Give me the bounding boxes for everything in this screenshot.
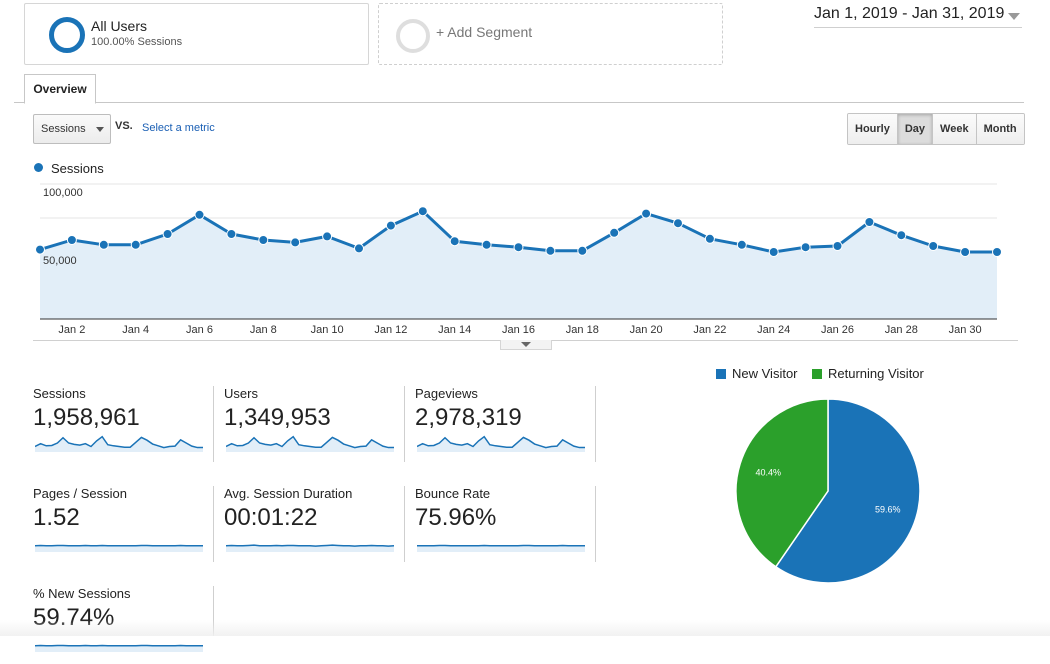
visitor-type-pie: 59.6% 40.4% bbox=[700, 380, 960, 600]
scorecard-label: Avg. Session Duration bbox=[224, 486, 352, 501]
scorecard-label: Pages / Session bbox=[33, 486, 127, 501]
pie-legend-returning-visitor: Returning Visitor bbox=[812, 366, 924, 381]
scorecard[interactable]: Avg. Session Duration 00:01:22 bbox=[224, 486, 404, 564]
data-point[interactable] bbox=[131, 240, 140, 249]
data-point[interactable] bbox=[993, 248, 1002, 257]
sparkline bbox=[35, 532, 203, 552]
data-point[interactable] bbox=[418, 207, 427, 216]
x-tick-label: Jan 8 bbox=[238, 324, 288, 336]
data-point[interactable] bbox=[610, 228, 619, 237]
scorecard-value: 1,349,953 bbox=[224, 404, 331, 432]
data-point[interactable] bbox=[195, 210, 204, 219]
tab-overview[interactable]: Overview bbox=[24, 74, 96, 104]
scorecard[interactable]: Bounce Rate 75.96% bbox=[415, 486, 595, 564]
data-point[interactable] bbox=[737, 240, 746, 249]
scorecard-label: % New Sessions bbox=[33, 586, 131, 601]
data-point[interactable] bbox=[163, 230, 172, 239]
pie-legend-new-visitor: New Visitor bbox=[716, 366, 798, 381]
scorecard-value: 75.96% bbox=[415, 504, 496, 532]
data-point[interactable] bbox=[865, 218, 874, 227]
pie-slice-label: 40.4% bbox=[755, 467, 781, 477]
x-tick-label: Jan 16 bbox=[494, 324, 544, 336]
y-tick-label: 50,000 bbox=[43, 255, 77, 267]
scorecard-label: Users bbox=[224, 386, 258, 401]
data-point[interactable] bbox=[227, 230, 236, 239]
x-tick-label: Jan 10 bbox=[302, 324, 352, 336]
data-point[interactable] bbox=[642, 209, 651, 218]
chart-collapse-handle[interactable] bbox=[500, 340, 552, 350]
data-point[interactable] bbox=[36, 245, 45, 254]
card-divider bbox=[404, 386, 405, 462]
data-point[interactable] bbox=[386, 221, 395, 230]
x-tick-label: Jan 12 bbox=[366, 324, 416, 336]
data-point[interactable] bbox=[291, 238, 300, 247]
data-point[interactable] bbox=[482, 240, 491, 249]
sparkline bbox=[226, 432, 394, 452]
data-point[interactable] bbox=[323, 232, 332, 241]
x-tick-label: Jan 22 bbox=[685, 324, 735, 336]
sparkline bbox=[226, 532, 394, 552]
data-point[interactable] bbox=[578, 246, 587, 255]
scorecard-value: 00:01:22 bbox=[224, 504, 317, 532]
data-point[interactable] bbox=[833, 242, 842, 251]
x-tick-label: Jan 4 bbox=[111, 324, 161, 336]
x-tick-label: Jan 6 bbox=[175, 324, 225, 336]
data-point[interactable] bbox=[705, 234, 714, 243]
caret-down-icon bbox=[521, 342, 531, 347]
scorecard[interactable]: Sessions 1,958,961 bbox=[33, 386, 213, 464]
scorecard-value: 1,958,961 bbox=[33, 404, 140, 432]
data-point[interactable] bbox=[259, 236, 268, 245]
data-point[interactable] bbox=[897, 231, 906, 240]
card-divider bbox=[404, 486, 405, 562]
x-tick-label: Jan 14 bbox=[430, 324, 480, 336]
sparkline bbox=[417, 532, 585, 552]
scorecard-label: Sessions bbox=[33, 386, 86, 401]
sessions-area bbox=[40, 211, 997, 319]
data-point[interactable] bbox=[514, 243, 523, 252]
data-point[interactable] bbox=[450, 237, 459, 246]
y-tick-label: 100,000 bbox=[43, 187, 83, 199]
card-divider bbox=[213, 486, 214, 562]
sparkline bbox=[35, 432, 203, 452]
data-point[interactable] bbox=[674, 219, 683, 228]
legend-swatch bbox=[716, 369, 726, 379]
data-point[interactable] bbox=[546, 246, 555, 255]
x-tick-label: Jan 20 bbox=[621, 324, 671, 336]
pie-slice-label: 59.6% bbox=[875, 505, 901, 515]
card-divider bbox=[595, 486, 596, 562]
scorecard[interactable]: Pages / Session 1.52 bbox=[33, 486, 213, 564]
data-point[interactable] bbox=[961, 248, 970, 257]
x-tick-label: Jan 26 bbox=[813, 324, 863, 336]
scorecard[interactable]: Users 1,349,953 bbox=[224, 386, 404, 464]
x-tick-label: Jan 28 bbox=[876, 324, 926, 336]
sparkline-area bbox=[35, 437, 203, 452]
data-point[interactable] bbox=[801, 243, 810, 252]
data-point[interactable] bbox=[769, 248, 778, 257]
data-point[interactable] bbox=[355, 244, 364, 253]
x-tick-label: Jan 24 bbox=[749, 324, 799, 336]
legend-swatch bbox=[812, 369, 822, 379]
scorecard-label: Bounce Rate bbox=[415, 486, 490, 501]
sparkline bbox=[417, 432, 585, 452]
card-divider bbox=[213, 386, 214, 462]
pie-legend-label: Returning Visitor bbox=[828, 366, 924, 381]
sparkline-area bbox=[417, 437, 585, 452]
data-point[interactable] bbox=[99, 240, 108, 249]
scorecard-value: 2,978,319 bbox=[415, 404, 522, 432]
bottom-fade bbox=[0, 620, 1050, 636]
x-tick-label: Jan 18 bbox=[557, 324, 607, 336]
pie-legend-label: New Visitor bbox=[732, 366, 798, 381]
x-tick-label: Jan 2 bbox=[47, 324, 97, 336]
data-point[interactable] bbox=[929, 242, 938, 251]
scorecard-value: 1.52 bbox=[33, 504, 80, 532]
card-divider bbox=[595, 386, 596, 462]
x-tick-label: Jan 30 bbox=[940, 324, 990, 336]
scorecard-label: Pageviews bbox=[415, 386, 478, 401]
data-point[interactable] bbox=[67, 236, 76, 245]
sparkline-line bbox=[226, 545, 394, 546]
scorecard[interactable]: Pageviews 2,978,319 bbox=[415, 386, 595, 464]
sparkline-area bbox=[226, 437, 394, 452]
sessions-chart bbox=[0, 0, 1050, 345]
